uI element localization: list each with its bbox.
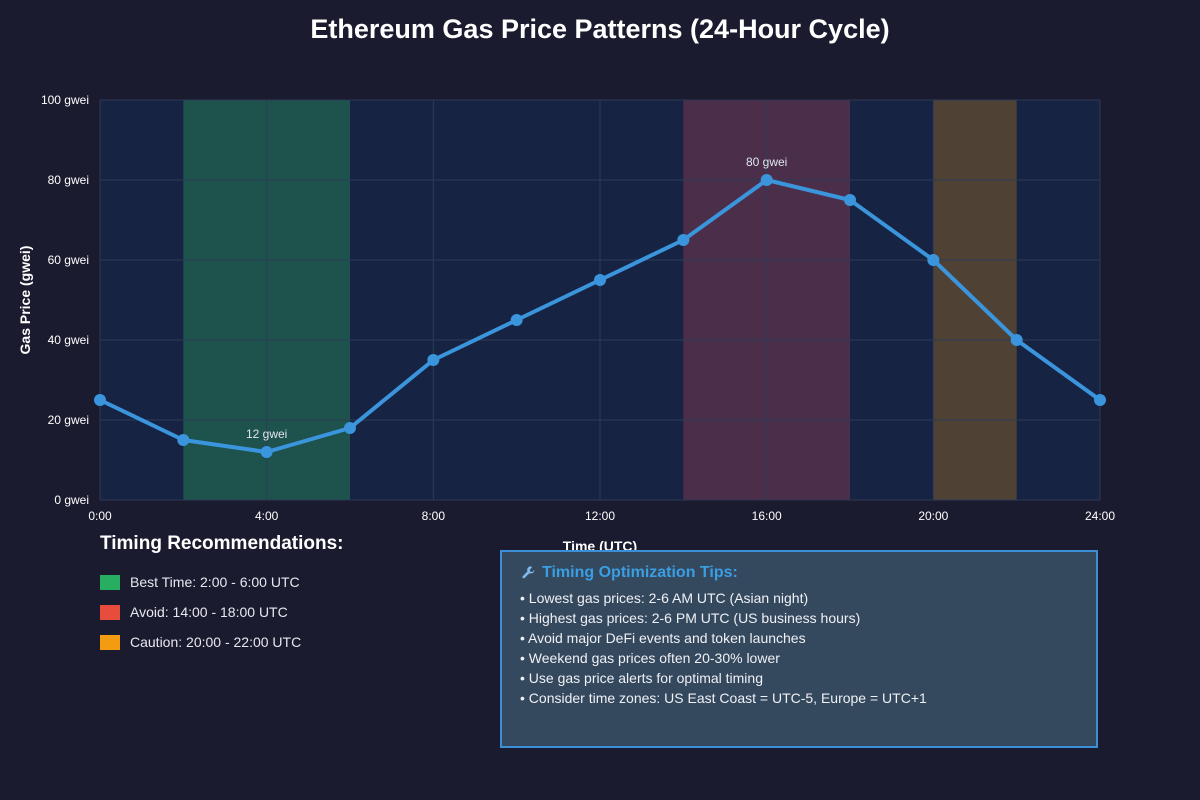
data-point <box>1010 334 1023 346</box>
recommendation-label: Caution: 20:00 - 22:00 UTC <box>130 634 302 650</box>
y-tick-label: 80 gwei <box>48 173 89 187</box>
data-point <box>427 354 440 366</box>
x-tick-label: 0:00 <box>88 509 112 523</box>
tips-heading: Timing Optimization Tips: <box>520 564 1078 582</box>
annotations: 12 gwei 80 gwei <box>246 155 787 441</box>
y-axis-ticks: 0 gwei 20 gwei 40 gwei 60 gwei 80 gwei 100 gw… <box>41 93 89 507</box>
series-points <box>94 174 1106 458</box>
tip-item: • Consider time zones: US East Coast = U… <box>520 690 927 706</box>
chart-title: Ethereum Gas Price Patterns (24-Hour Cyc… <box>310 14 890 44</box>
data-label: 80 gwei <box>746 155 787 169</box>
recommendation-best: Best Time: 2:00 - 6:00 UTC <box>100 567 480 597</box>
recommendation-caution: Caution: 20:00 - 22:00 UTC <box>100 627 480 657</box>
x-axis-ticks: 0:00 4:00 8:00 12:00 16:00 20:00 24:00 <box>88 509 1115 523</box>
data-point <box>260 446 273 458</box>
tip-item: • Highest gas prices: 2-6 PM UTC (US bus… <box>520 610 861 626</box>
recommendation-label: Best Time: 2:00 - 6:00 UTC <box>130 574 300 590</box>
tips-panel: Timing Optimization Tips: • Lowest gas p… <box>500 550 1098 748</box>
data-label: 12 gwei <box>246 427 287 441</box>
data-point <box>844 194 856 206</box>
tip-item: • Use gas price alerts for optimal timin… <box>520 670 763 686</box>
data-point <box>677 234 690 246</box>
x-tick-label: 8:00 <box>422 509 446 523</box>
tip-item: • Avoid major DeFi events and token laun… <box>520 630 806 646</box>
legend-swatch-best <box>100 574 120 590</box>
data-point <box>594 274 606 286</box>
y-tick-label: 20 gwei <box>48 413 89 427</box>
timing-recommendations: Timing Recommendations: Best Time: 2:00 … <box>100 533 480 657</box>
data-point <box>1094 394 1106 406</box>
legend-swatch-caution <box>100 634 120 650</box>
data-point <box>760 174 773 186</box>
data-point <box>927 254 940 266</box>
x-tick-label: 20:00 <box>918 509 948 523</box>
tip-item: • Weekend gas prices often 20-30% lower <box>520 650 780 666</box>
y-tick-label: 40 gwei <box>48 333 89 347</box>
data-point <box>344 422 356 434</box>
data-point <box>94 394 106 406</box>
x-tick-label: 12:00 <box>585 509 615 523</box>
x-tick-label: 24:00 <box>1085 509 1115 523</box>
y-axis-label: Gas Price (gwei) <box>17 246 33 355</box>
x-tick-label: 4:00 <box>255 509 279 523</box>
legend-swatch-avoid <box>100 604 120 620</box>
tip-item: • Lowest gas prices: 2-6 AM UTC (Asian n… <box>520 590 809 606</box>
recommendation-label: Avoid: 14:00 - 18:00 UTC <box>130 604 288 620</box>
y-tick-label: 60 gwei <box>48 253 89 267</box>
plot-frame <box>99 99 1101 501</box>
y-tick-label: 100 gwei <box>41 93 89 107</box>
data-point <box>510 314 523 326</box>
y-tick-label: 0 gwei <box>54 493 89 507</box>
data-point <box>177 434 190 446</box>
recommendation-avoid: Avoid: 14:00 - 18:00 UTC <box>100 597 480 627</box>
tips-heading-text: Timing Optimization Tips: <box>542 564 738 581</box>
wrench-icon <box>522 566 535 579</box>
recommendations-heading: Timing Recommendations: <box>100 533 344 554</box>
x-tick-label: 16:00 <box>752 509 782 523</box>
